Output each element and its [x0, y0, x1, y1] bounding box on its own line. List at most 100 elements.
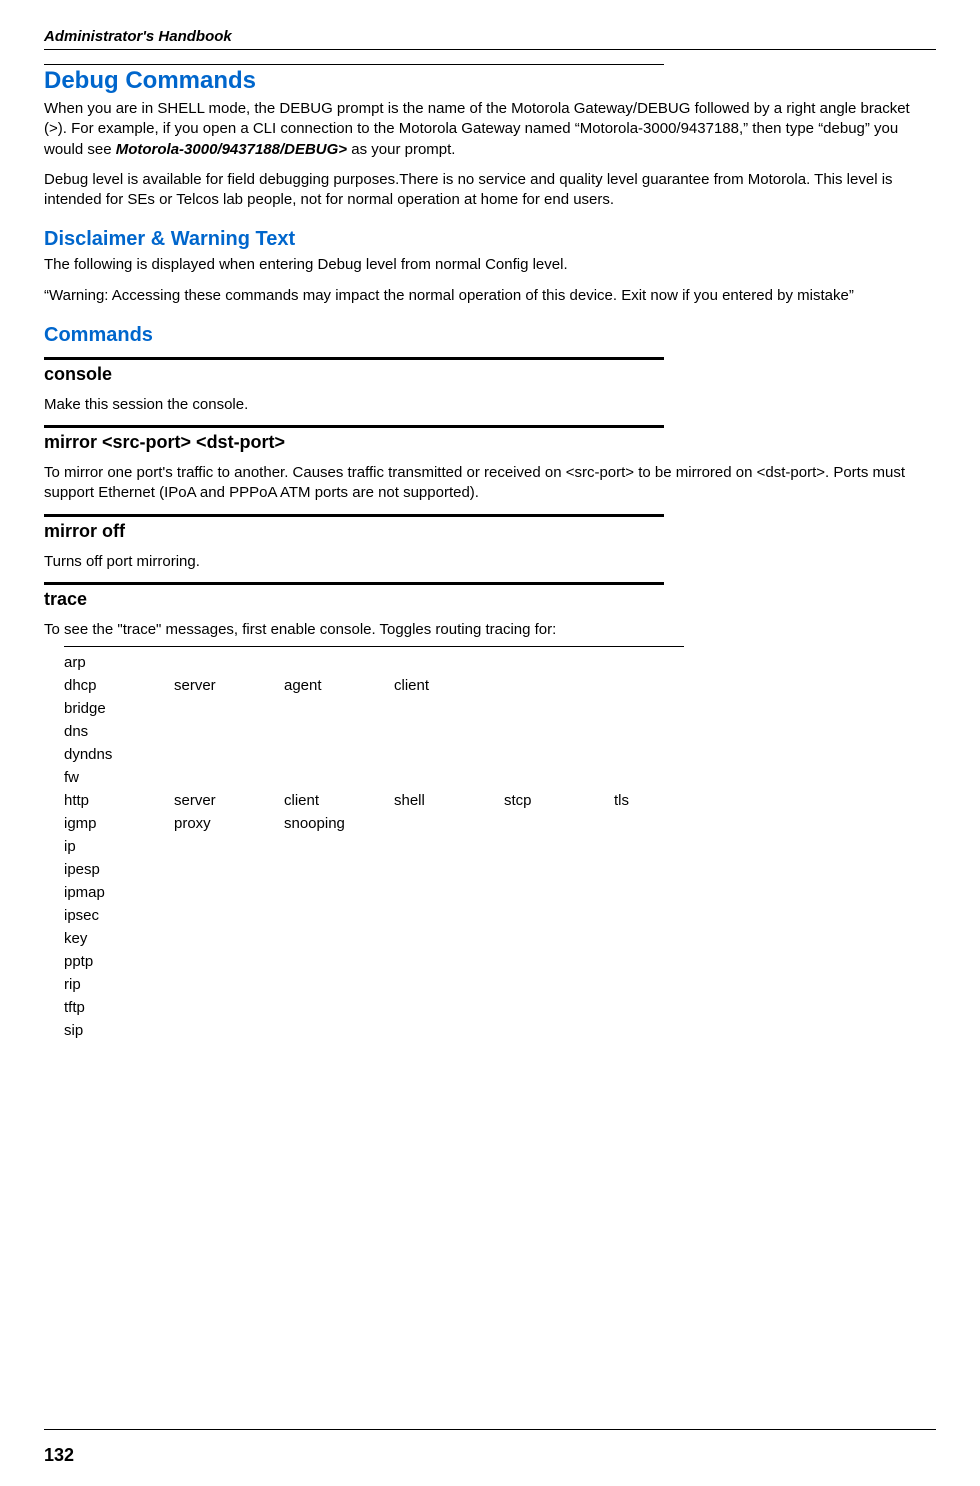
trace-cell — [504, 812, 614, 835]
trace-cell — [394, 720, 504, 743]
trace-cell — [504, 835, 614, 858]
trace-cell — [504, 674, 614, 697]
trace-cell: bridge — [64, 697, 174, 720]
trace-cell: http — [64, 789, 174, 812]
command-mirror-desc: To mirror one port's traffic to another.… — [44, 463, 936, 504]
trace-cell: shell — [394, 789, 504, 812]
trace-row: ipmap — [64, 881, 724, 904]
trace-cell — [284, 720, 394, 743]
trace-row: arp — [64, 651, 724, 674]
trace-cell — [174, 651, 284, 674]
trace-cell — [174, 858, 284, 881]
disclaimer-paragraph-1: The following is displayed when entering… — [44, 255, 936, 275]
trace-cell — [284, 697, 394, 720]
trace-cell — [504, 950, 614, 973]
trace-cell — [284, 1019, 394, 1042]
command-mirror-off: mirror off — [44, 521, 936, 542]
trace-cell: dns — [64, 720, 174, 743]
trace-row: tftp — [64, 996, 724, 1019]
trace-cell — [504, 651, 614, 674]
command-rule — [44, 425, 664, 428]
trace-cell: client — [284, 789, 394, 812]
trace-cell — [394, 697, 504, 720]
command-rule — [44, 582, 664, 585]
trace-cell — [504, 881, 614, 904]
trace-cell — [614, 743, 724, 766]
trace-cell — [504, 973, 614, 996]
trace-cell — [394, 766, 504, 789]
trace-cell — [174, 927, 284, 950]
page: Administrator's Handbook Debug Commands … — [0, 0, 980, 1486]
trace-cell — [174, 1019, 284, 1042]
trace-cell — [394, 858, 504, 881]
trace-cell: server — [174, 789, 284, 812]
intro-paragraph-1: When you are in SHELL mode, the DEBUG pr… — [44, 99, 936, 160]
page-number: 132 — [44, 1445, 74, 1466]
trace-cell: rip — [64, 973, 174, 996]
trace-cell: ipmap — [64, 881, 174, 904]
trace-row: dhcpserveragentclient — [64, 674, 724, 697]
trace-cell — [614, 881, 724, 904]
trace-cell — [614, 904, 724, 927]
trace-cell — [394, 881, 504, 904]
trace-cell — [394, 950, 504, 973]
trace-row: sip — [64, 1019, 724, 1042]
command-rule — [44, 357, 664, 360]
section-title-disclaimer: Disclaimer & Warning Text — [44, 228, 936, 251]
trace-cell: tls — [614, 789, 724, 812]
trace-cell: dyndns — [64, 743, 174, 766]
trace-cell — [614, 766, 724, 789]
trace-cell — [504, 720, 614, 743]
trace-cell — [174, 904, 284, 927]
trace-cell — [614, 927, 724, 950]
trace-cell: client — [394, 674, 504, 697]
trace-cell: key — [64, 927, 174, 950]
section-title-commands: Commands — [44, 324, 936, 347]
trace-cell — [284, 743, 394, 766]
header-rule — [44, 49, 936, 50]
trace-cell — [394, 904, 504, 927]
command-console-desc: Make this session the console. — [44, 395, 936, 415]
heading-rule — [44, 64, 664, 65]
command-console: console — [44, 364, 936, 385]
trace-cell: ip — [64, 835, 174, 858]
trace-cell — [284, 996, 394, 1019]
trace-row: bridge — [64, 697, 724, 720]
trace-table-rule — [64, 646, 684, 647]
command-mirror: mirror <src-port> <dst-port> — [44, 432, 936, 453]
book-title: Administrator's Handbook — [44, 28, 936, 45]
trace-row: rip — [64, 973, 724, 996]
trace-row: ip — [64, 835, 724, 858]
trace-cell — [174, 996, 284, 1019]
trace-cell — [504, 904, 614, 927]
section-title-debug-commands: Debug Commands — [44, 67, 936, 95]
trace-cell — [394, 835, 504, 858]
trace-cell — [614, 674, 724, 697]
trace-cell — [504, 1019, 614, 1042]
trace-row: key — [64, 927, 724, 950]
trace-cell — [614, 973, 724, 996]
trace-cell — [614, 697, 724, 720]
trace-cell: proxy — [174, 812, 284, 835]
trace-cell: snooping — [284, 812, 394, 835]
trace-row: ipesp — [64, 858, 724, 881]
trace-row: dns — [64, 720, 724, 743]
trace-cell — [174, 697, 284, 720]
trace-row: dyndns — [64, 743, 724, 766]
trace-cell — [174, 743, 284, 766]
trace-cell — [284, 766, 394, 789]
trace-cell: stcp — [504, 789, 614, 812]
trace-cell — [284, 950, 394, 973]
debug-prompt-example: Motorola-3000/9437188/DEBUG> — [116, 141, 347, 158]
trace-cell — [174, 720, 284, 743]
trace-cell — [174, 835, 284, 858]
trace-row: httpserverclientshellstcptls — [64, 789, 724, 812]
trace-cell: fw — [64, 766, 174, 789]
trace-cell — [174, 766, 284, 789]
trace-cell: sip — [64, 1019, 174, 1042]
trace-cell — [504, 996, 614, 1019]
disclaimer-paragraph-2: “Warning: Accessing these commands may i… — [44, 286, 936, 306]
footer-rule — [44, 1429, 936, 1430]
trace-cell — [394, 927, 504, 950]
trace-cell — [504, 858, 614, 881]
